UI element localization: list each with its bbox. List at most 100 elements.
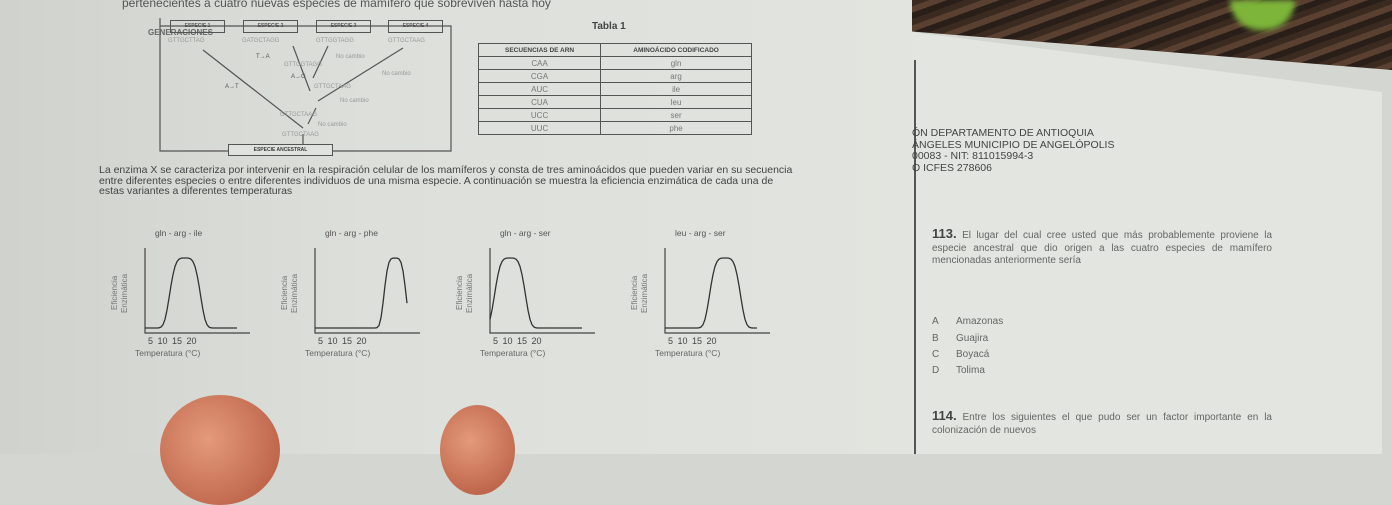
table-row: AUC ile (477, 82, 752, 96)
efficiency-curve (145, 257, 237, 329)
x-tick-labels: 5 10 15 20 (668, 336, 717, 346)
header-line: ÓN DEPARTAMENTO DE ANTIOQUIA (912, 127, 1094, 139)
finger (440, 405, 515, 495)
x-axis-label: Temperatura (°C) (305, 348, 371, 358)
sequence: GTTGCTTAG (168, 38, 205, 44)
question-114: 114. Entre los siguientes el que pudo se… (932, 408, 1272, 437)
option-a[interactable]: A Amazonas (932, 316, 1003, 327)
cell: CGA (477, 69, 602, 83)
cell: UCC (477, 108, 602, 122)
chart-plot (144, 248, 250, 334)
species-3-box: ESPECIE 3 (316, 20, 371, 33)
header-line: 00083 - NIT: 811015994-3 (912, 150, 1034, 162)
option-text: Tolima (956, 365, 985, 376)
codon-table: SECUENCIAS DE ARN AMINOÁCIDO CODIFICADO C… (477, 43, 752, 135)
species-1-box: ESPECIE 1 (170, 20, 225, 33)
cell: leu (600, 95, 752, 109)
option-letter: D (932, 365, 940, 376)
efficiency-chart: gln - arg - ser Eficiencia Enzimática 5 … (455, 228, 605, 363)
phylogeny-diagram: GENERACIONES ESPECIE 1 ESPECIE 2 ESPECIE… (148, 16, 452, 156)
left-page (0, 0, 915, 454)
finger (160, 395, 280, 505)
question-number: 113. (932, 226, 957, 241)
table-row: CAA gln (477, 56, 752, 70)
cell: AUC (477, 82, 602, 96)
right-page (912, 32, 1382, 454)
cell: CUA (477, 95, 602, 109)
option-text: Amazonas (956, 316, 1004, 327)
no-change-label: No cambio (336, 54, 365, 60)
table-row: UUC phe (477, 121, 752, 135)
efficiency-curve (315, 257, 408, 329)
axes (489, 248, 595, 334)
x-tick-labels: 5 10 15 20 (493, 336, 542, 346)
option-letter: A (932, 316, 939, 327)
species-4-box: ESPECIE 4 (388, 20, 443, 33)
ancestral-species-box: ESPECIE ANCESTRAL (228, 144, 333, 156)
option-d[interactable]: D Tolima (932, 365, 985, 376)
option-text: Guajira (956, 333, 989, 344)
option-letter: C (932, 349, 940, 360)
table-row: UCC ser (477, 108, 752, 122)
sequence: GTTGCTAAG (388, 38, 425, 44)
species-2-box: ESPECIE 2 (243, 20, 298, 33)
cell: phe (600, 121, 752, 135)
no-change-label: No cambio (340, 98, 369, 104)
mutation-label: A→T (225, 84, 239, 90)
sequence: GTTGGTAGG (316, 38, 354, 44)
chart-plot (489, 248, 595, 334)
intro-line: pertenecientes a cuatro nuevas especies … (122, 0, 551, 10)
question-text: Entre los siguientes el que pudo ser un … (932, 412, 1272, 436)
axes (144, 248, 250, 334)
sequence: GTTGGTAGG (284, 62, 322, 68)
chart-plot (664, 248, 770, 334)
question-113: 113. El lugar del cual cree usted que má… (932, 226, 1273, 268)
generations-axis-label: GENERACIONES (148, 28, 213, 37)
option-c[interactable]: C Boyacá (932, 349, 989, 360)
cell: ser (600, 108, 752, 122)
mutation-label: T→A (256, 54, 270, 60)
option-letter: B (932, 333, 939, 344)
no-change-label: No cambio (318, 122, 347, 128)
chart-title: gln - arg - phe (325, 228, 378, 238)
chart-title: gln - arg - ser (500, 228, 551, 238)
x-tick-labels: 5 10 15 20 (148, 336, 197, 346)
school-header: ÓN DEPARTAMENTO DE ANTIOQUIA ÁNGELES MUN… (912, 127, 1115, 174)
chart-title: gln - arg - ile (155, 228, 203, 238)
efficiency-chart: gln - arg - phe Eficiencia Enzimática 5 … (280, 228, 430, 363)
x-axis-label: Temperatura (°C) (135, 348, 201, 358)
cell: ile (600, 82, 752, 96)
diagram-lines (159, 18, 452, 152)
table-row: CGA arg (477, 69, 752, 83)
chart-plot (314, 248, 420, 334)
axes (314, 248, 420, 334)
table-row: CUA leu (477, 95, 752, 109)
efficiency-curve (489, 257, 582, 329)
x-tick-labels: 5 10 15 20 (318, 336, 367, 346)
mutation-label: A→G (291, 74, 306, 80)
header-line: ÁNGELES MUNICIPIO DE ANGELÓPOLIS (912, 138, 1115, 151)
column-header: SECUENCIAS DE ARN (477, 43, 602, 57)
page-margin-line (914, 60, 916, 454)
question-text: El lugar del cual cree usted que más pro… (932, 230, 1273, 266)
efficiency-curve (665, 257, 757, 329)
efficiency-chart: leu - arg - ser Eficiencia Enzimática 5 … (630, 228, 780, 363)
x-axis-label: Temperatura (°C) (655, 348, 721, 358)
option-b[interactable]: B Guajira (932, 333, 988, 344)
header-line: O ICFES 278606 (912, 161, 992, 174)
option-text: Boyacá (956, 349, 990, 360)
cell: CAA (477, 56, 602, 70)
chart-title: leu - arg - ser (675, 228, 726, 238)
efficiency-chart: gln - arg - ile Eficiencia Enzimática 5 … (110, 228, 260, 363)
sequence: GATGCTAGG (242, 38, 280, 44)
cell: arg (600, 69, 752, 83)
sequence: GTTGCTAAG (314, 84, 351, 90)
column-header: AMINOÁCIDO CODIFICADO (600, 43, 752, 57)
table-title: Tabla 1 (592, 21, 626, 32)
enzyme-paragraph: La enzima X se caracteriza por interveni… (99, 164, 793, 197)
cell: gln (600, 56, 752, 70)
cell: UUC (477, 121, 602, 135)
no-change-label: No cambio (382, 71, 411, 77)
question-number: 114. (932, 408, 957, 423)
axes (664, 248, 770, 334)
